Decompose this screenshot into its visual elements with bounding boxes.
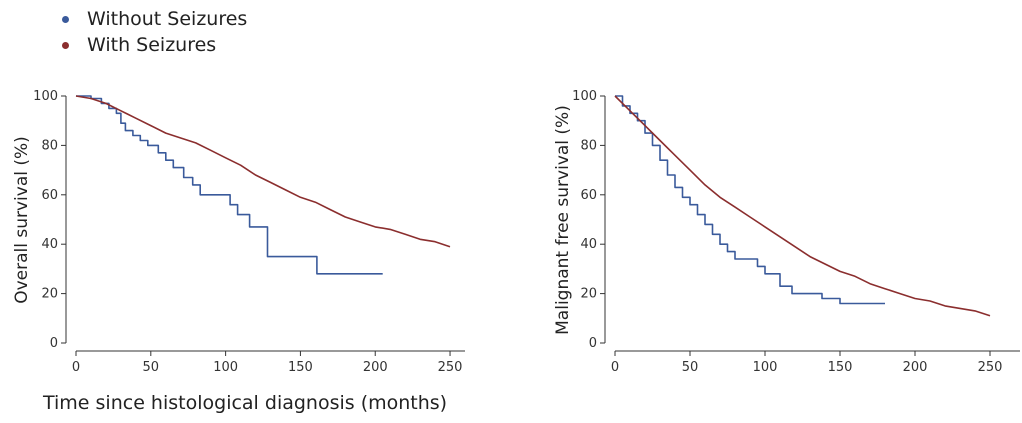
chart2-y-tick-label: 20 bbox=[580, 287, 597, 302]
chart1-y-axis-title: Overall survival (%) bbox=[12, 136, 32, 304]
x-axis-title: Time since histological diagnosis (month… bbox=[43, 392, 447, 414]
chart1-y-tick-label: 100 bbox=[33, 89, 58, 104]
chart2-y-tick-label: 80 bbox=[580, 138, 597, 153]
chart1-y-tick-label: 20 bbox=[41, 287, 58, 302]
chart1-x-tick-label: 50 bbox=[143, 360, 160, 375]
chart1-series-line-without-seizures bbox=[76, 96, 383, 274]
chart2-y-axis-title: Malignant free survival (%) bbox=[553, 105, 573, 335]
chart1-x-tick-label: 0 bbox=[72, 360, 80, 375]
chart2-x-tick-label: 100 bbox=[753, 360, 778, 375]
chart1-x-tick-label: 250 bbox=[438, 360, 463, 375]
chart2-y-tick-label: 60 bbox=[580, 188, 597, 203]
chart2-y-tick-label: 40 bbox=[580, 237, 597, 252]
chart1-y-tick-label: 40 bbox=[41, 237, 58, 252]
chart1-y-tick-label: 0 bbox=[50, 336, 58, 351]
chart2-y-tick-label: 100 bbox=[572, 89, 597, 104]
chart2-x-tick-label: 50 bbox=[682, 360, 699, 375]
chart2-series-line-with-seizures bbox=[615, 96, 990, 316]
chart2-x-tick-label: 0 bbox=[611, 360, 619, 375]
chart1-plot: 0 20 40 60 80 100 0 50 100 150 200 250 Overall survi… bbox=[12, 89, 465, 375]
chart1-series-line-with-seizures bbox=[76, 96, 450, 247]
chart2-x-tick-label: 200 bbox=[903, 360, 928, 375]
chart2-x-tick-label: 250 bbox=[978, 360, 1003, 375]
chart2-y-tick-label: 0 bbox=[589, 336, 597, 351]
chart1-x-tick-label: 150 bbox=[288, 360, 313, 375]
chart1-y-tick-label: 60 bbox=[41, 188, 58, 203]
chart1-x-tick-label: 100 bbox=[213, 360, 238, 375]
chart2-plot: 0 20 40 60 80 100 0 50 100 150 200 250 Malignant fre… bbox=[553, 89, 1020, 375]
chart1-y-tick-label: 80 bbox=[41, 138, 58, 153]
chart1-x-tick-label: 200 bbox=[363, 360, 388, 375]
chart2-x-tick-label: 150 bbox=[828, 360, 853, 375]
